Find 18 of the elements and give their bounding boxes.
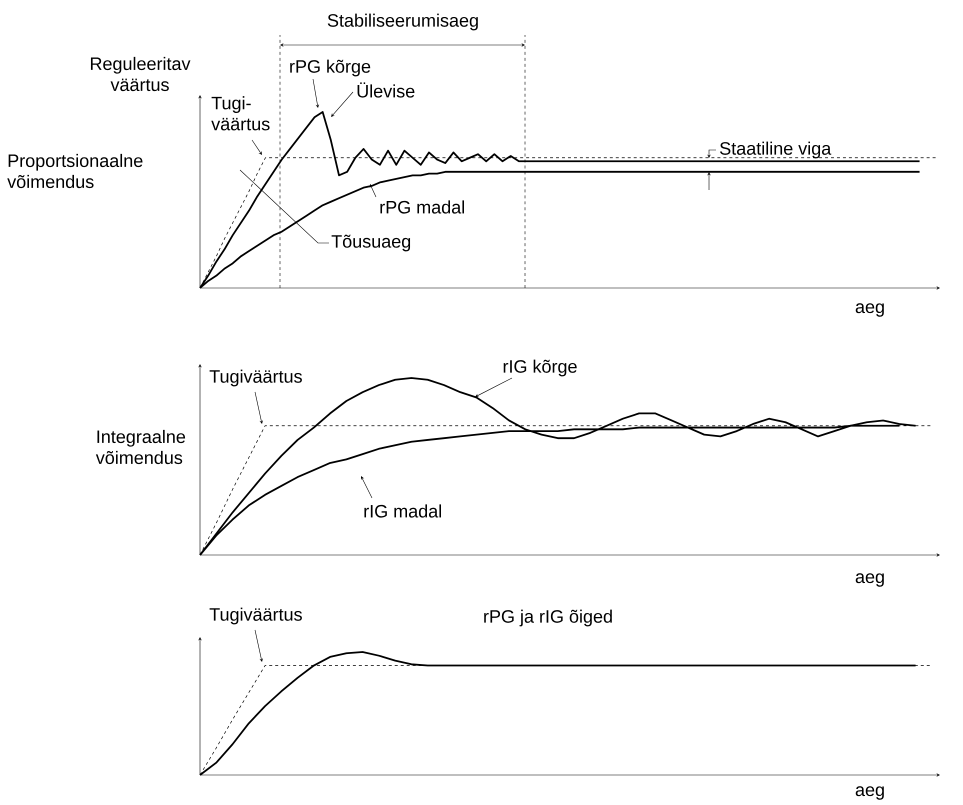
legend-label: rPG madal [380,200,464,214]
legend-label: Tugi-väärtus [211,96,270,130]
legend-label: Tugiväärtus [210,370,302,386]
annotation: Tõusuaeg [332,234,410,252]
annotation: Staatiline viga [720,142,832,158]
legend-label: rPG kõrge [290,60,370,76]
x-axis-title: aeg [856,786,884,800]
text: Tugiväärtus [210,608,302,624]
text: Integraalne võimendus [96,430,186,464]
chart-title: rPG ja rIG õiged [484,610,612,626]
legend-label: rIG madal [364,504,442,518]
x-axis-title: aeg [856,573,884,587]
text: Proportsionaalne võimendus [7,154,142,188]
y-axis-title: Reguleeritav väärtus [90,56,190,92]
text: Stabiliseerumisaeg [328,14,478,30]
series-label: rIG kõrge [504,360,577,376]
text: Ülevise [358,82,414,98]
x-axis-title: aeg [856,303,884,317]
